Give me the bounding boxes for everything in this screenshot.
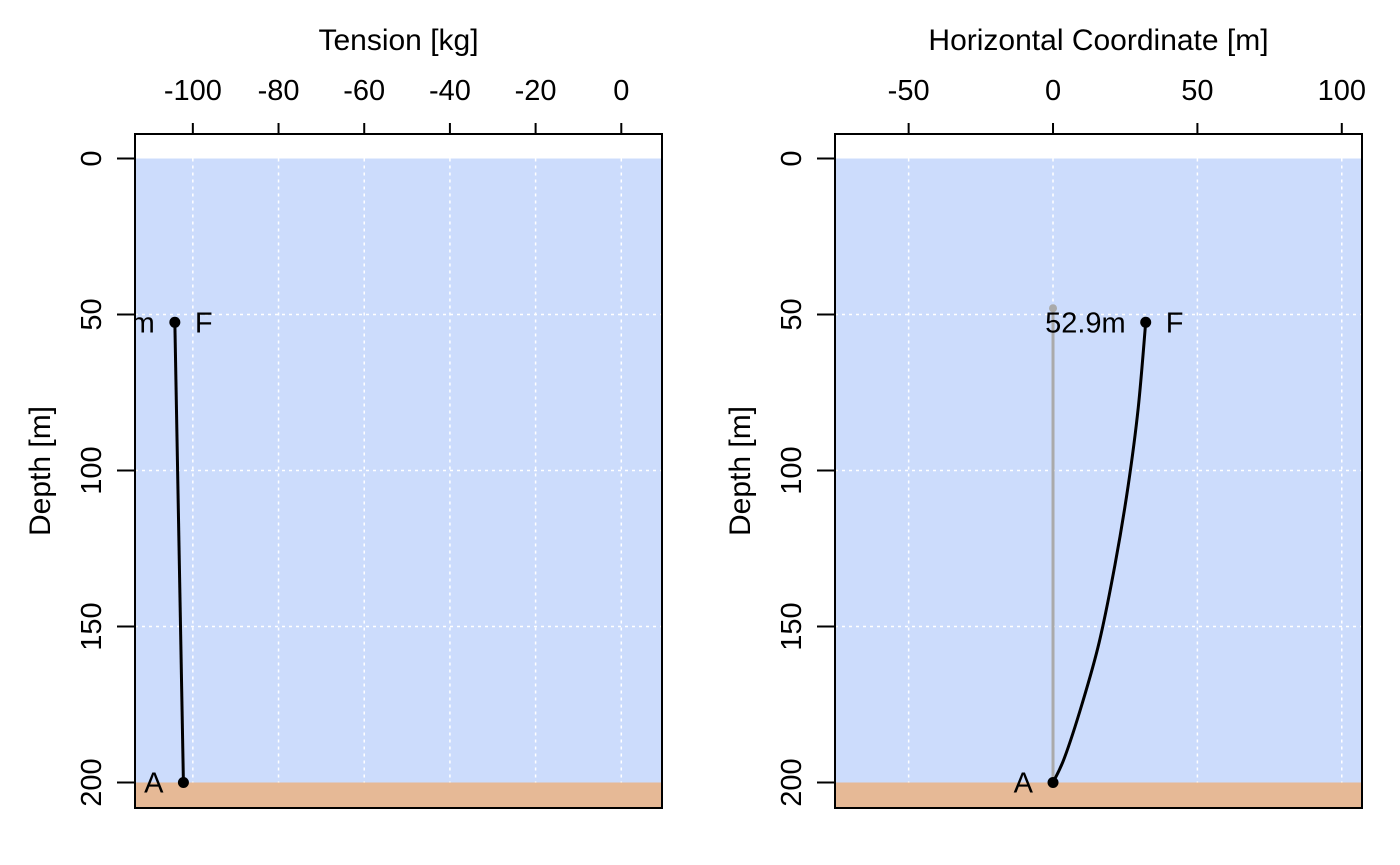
seabed-region (835, 782, 1362, 808)
y-axis-title: Depth [m] (24, 406, 57, 536)
reference-line-end (1049, 304, 1058, 313)
y-axis-title: Depth [m] (724, 406, 757, 536)
x-tick-label: -20 (515, 75, 557, 107)
x-axis-title: Horizontal Coordinate [m] (928, 24, 1268, 57)
x-axis: -100 -80 -60 -40 -20 0 (164, 75, 629, 135)
y-axis: 0 50 100 150 200 (776, 150, 836, 807)
y-tick-label: 100 (776, 446, 808, 494)
y-axis: 0 50 100 150 200 (76, 150, 136, 807)
y-tick-label: 0 (76, 150, 108, 166)
y-tick-label: 150 (776, 602, 808, 650)
x-tick-label: 0 (1045, 75, 1061, 107)
mooring-line (1051, 322, 1148, 784)
mooring-point (1140, 316, 1152, 328)
mooring-point (177, 777, 189, 788)
point-label: A (1014, 768, 1034, 800)
x-axis: -50 0 50 100 (888, 75, 1366, 135)
y-tick-label: 150 (76, 602, 108, 650)
y-tick-label: 200 (76, 758, 108, 806)
x-tick-label: -40 (429, 75, 471, 107)
y-tick-label: 50 (776, 298, 808, 330)
seabed-region (135, 782, 662, 808)
point-label: F (195, 307, 213, 339)
depth-annotation: 52.9m (1045, 307, 1126, 339)
x-tick-label: 100 (1318, 75, 1366, 107)
water-region (835, 158, 1362, 783)
x-tick-label: 0 (613, 75, 629, 107)
x-tick-label: 50 (1181, 75, 1213, 107)
point-label: F (1166, 307, 1184, 339)
plot-content: F A 52.9m (74, 307, 213, 800)
plot-content: F A 52.9m (1014, 304, 1184, 800)
x-tick-label: -100 (164, 75, 222, 107)
x-tick-label: -60 (343, 75, 385, 107)
mooring-point (1047, 777, 1059, 788)
x-tick-label: -50 (888, 75, 930, 107)
y-tick-label: 0 (776, 150, 808, 166)
point-label: A (144, 768, 164, 800)
x-axis-title: Tension [kg] (318, 24, 478, 57)
horizontal-coordinate-panel: F A 52.9m -50 0 50 100 0 50 100 150 200 Horizonta… (724, 24, 1366, 809)
tension-panel: F A 52.9m -100 -80 -60 -40 -20 0 0 50 100 150 200 T… (24, 24, 663, 809)
water-region (135, 158, 662, 783)
y-tick-label: 200 (776, 758, 808, 806)
y-tick-label: 50 (76, 298, 108, 330)
x-tick-label: -80 (258, 75, 300, 107)
y-tick-label: 100 (76, 446, 108, 494)
mooring-line (173, 322, 185, 783)
mooring-point (169, 316, 181, 328)
grid-lines (135, 158, 662, 783)
depth-annotation: 52.9m (74, 307, 155, 339)
